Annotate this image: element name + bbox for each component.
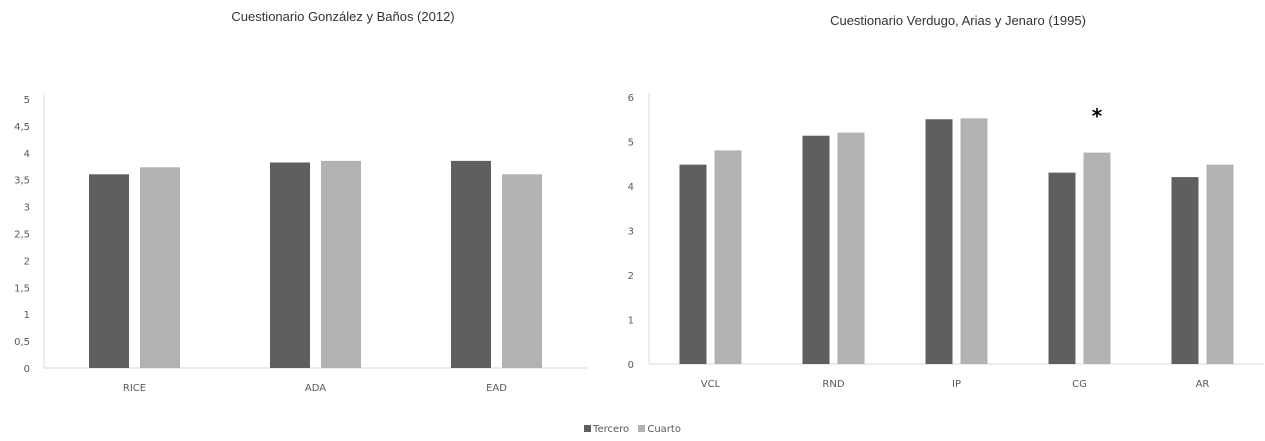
chart-title: Cuestionario Verdugo, Arias y Jenaro (19…	[830, 13, 1086, 28]
chart-1: Cuestionario González y Baños (2012) 0 0,5…	[14, 9, 587, 394]
y-tick-label: 3	[628, 227, 634, 238]
bar-rice-tercero	[89, 174, 129, 368]
x-tick-label: RND	[822, 379, 844, 390]
x-tick-label: ADA	[305, 383, 326, 394]
y-tick-label: 3	[24, 203, 30, 214]
bar-ead-tercero	[451, 160, 491, 368]
legend-swatch-cuarto	[638, 425, 646, 432]
legend-label-cuarto: Cuarto	[647, 424, 681, 435]
significance-asterisk: *	[1092, 104, 1103, 128]
y-tick-label: 3,5	[14, 176, 30, 187]
x-tick-label: AR	[1196, 379, 1210, 390]
y-tick-label: 2,5	[14, 230, 30, 241]
y-tick-label: 0	[24, 364, 30, 375]
x-tick-label: VCL	[701, 379, 721, 390]
x-tick-label: CG	[1072, 379, 1087, 390]
legend-swatch-tercero	[584, 425, 592, 432]
y-tick-label: 6	[628, 93, 634, 104]
bar-ada-cuarto	[321, 160, 361, 368]
bar-rnd-cuarto	[837, 132, 865, 364]
chart-title: Cuestionario González y Baños (2012)	[231, 9, 454, 24]
y-tick-label: 0	[628, 360, 634, 371]
y-tick-label: 5	[24, 95, 30, 106]
bar-cg-cuarto	[1083, 152, 1111, 364]
legend-label-tercero: Tercero	[593, 424, 630, 435]
bar-vcl-cuarto	[714, 150, 742, 364]
bar-rice-cuarto	[140, 167, 180, 368]
y-tick-label: 2	[628, 271, 634, 282]
x-tick-label: IP	[952, 379, 961, 390]
bar-ar-tercero	[1171, 177, 1199, 364]
y-tick-label: 4	[628, 182, 634, 193]
y-tick-label: 5	[628, 138, 634, 149]
legend-item-cuarto: Cuarto	[638, 424, 681, 435]
bar-rnd-tercero	[802, 135, 830, 364]
legend-item-tercero: Tercero	[584, 424, 629, 435]
bar-ead-cuarto	[502, 174, 542, 368]
bar-cg-tercero	[1048, 172, 1076, 364]
y-tick-label: 4,5	[14, 122, 30, 133]
x-tick-label: EAD	[486, 383, 507, 394]
y-tick-label: 0,5	[14, 337, 30, 348]
x-tick-label: RICE	[123, 383, 146, 394]
bar-ar-cuarto	[1206, 164, 1234, 364]
y-tick-label: 2	[24, 256, 30, 267]
bar-ip-tercero	[925, 119, 953, 364]
y-tick-label: 1,5	[14, 283, 30, 294]
bar-vcl-tercero	[679, 164, 707, 364]
y-tick-label: 1	[628, 316, 634, 327]
bar-ip-cuarto	[960, 118, 988, 364]
y-tick-label: 4	[24, 149, 30, 160]
legend: Tercero Cuarto	[0, 424, 1265, 435]
y-tick-label: 1	[24, 310, 30, 321]
bar-ada-tercero	[270, 162, 310, 368]
chart-2: Cuestionario Verdugo, Arias y Jenaro (19…	[628, 13, 1264, 390]
